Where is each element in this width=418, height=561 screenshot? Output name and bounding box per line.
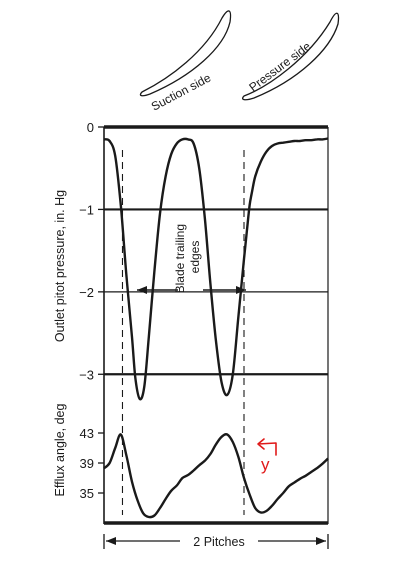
- handwritten-y: y: [261, 455, 270, 474]
- span-label: 2 Pitches: [193, 535, 244, 549]
- angle-plot: 43 39 35: [80, 426, 329, 525]
- red-arrow-mark: [257, 438, 277, 456]
- angle-tick-label: 43: [80, 426, 94, 441]
- blade-suction-label: Suction side: [149, 70, 214, 113]
- left-arrowhead: [137, 286, 147, 294]
- handwritten-annotation: y: [257, 438, 277, 474]
- pressure-blade-shape: [241, 12, 340, 101]
- angle-ticks: 43 39 35: [80, 426, 104, 501]
- pressure-tick-label: −1: [79, 202, 94, 217]
- angle-curve: [103, 433, 329, 519]
- span-arrowhead-left: [106, 537, 116, 545]
- trailing-edges-label-line1: Blade trailing: [173, 224, 187, 293]
- pressure-tick-label: −3: [79, 367, 94, 382]
- trailing-edges-label: Blade trailing edges: [173, 221, 202, 294]
- trailing-edge-lines: [121, 150, 245, 515]
- suction-blade-shape: [139, 10, 232, 97]
- blade-pressure-label: Pressure side: [246, 39, 313, 95]
- pressure-gridlines: [104, 208, 328, 376]
- pressure-plot: 0 −1 −2 −3: [79, 120, 329, 524]
- pressure-curve: [103, 137, 329, 401]
- blade-suction-illustration: Suction side: [139, 10, 232, 114]
- blade-pressure-illustration: Pressure side: [241, 12, 340, 101]
- pressure-tick-label: −2: [79, 285, 94, 300]
- pressure-ticks: 0 −1 −2 −3: [79, 120, 104, 382]
- angle-tick-label: 39: [80, 456, 94, 471]
- trailing-edges-label-line2: edges: [188, 241, 202, 274]
- right-arrowhead: [236, 286, 246, 294]
- pressure-axis-title: Outlet pitot pressure, in. Hg: [53, 190, 67, 342]
- pressure-tick-label: 0: [87, 120, 94, 135]
- angle-axis-title: Efflux angle, deg: [53, 404, 67, 497]
- trailing-edges-annotation: Blade trailing edges: [137, 221, 246, 294]
- span-arrowhead-right: [316, 537, 326, 545]
- pitch-span: 2 Pitches: [103, 534, 329, 549]
- angle-tick-label: 35: [80, 486, 94, 501]
